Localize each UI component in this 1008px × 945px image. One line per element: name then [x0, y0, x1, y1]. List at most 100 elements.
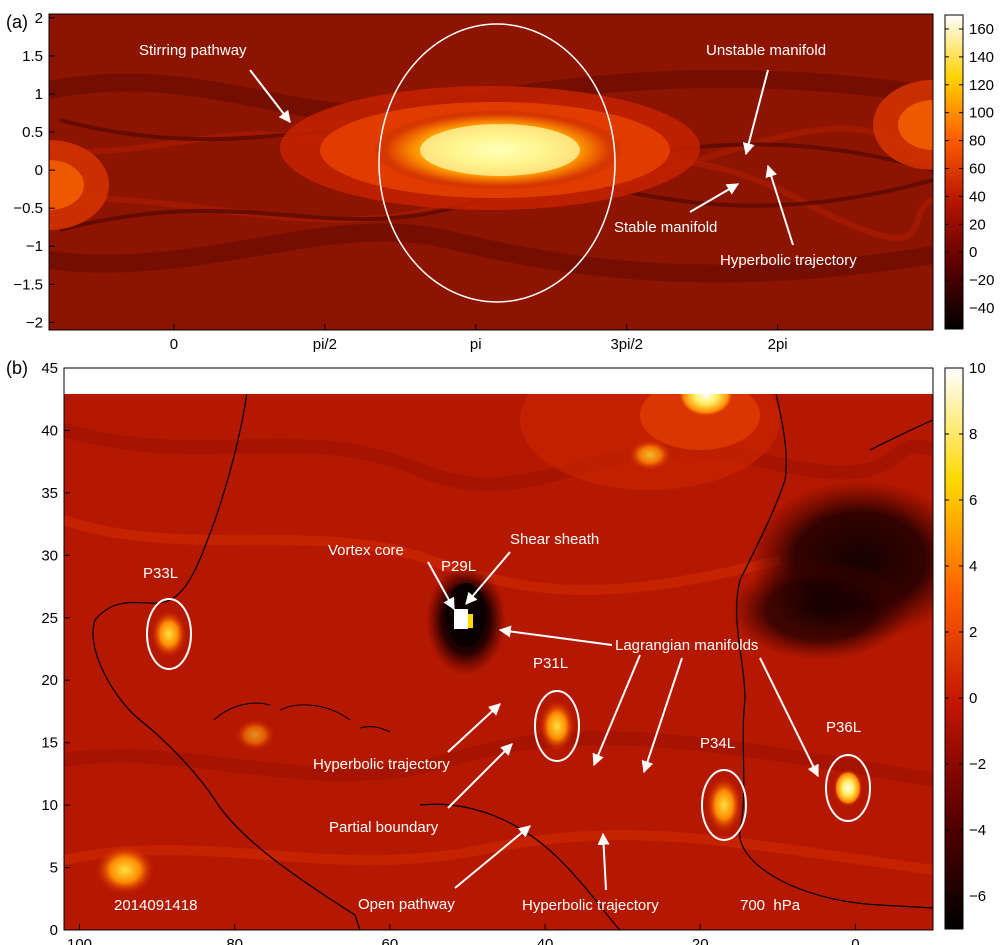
- panel-a-colorbar-tick-label: 100: [969, 105, 994, 122]
- anno-open-pathway: Open pathway: [358, 896, 455, 913]
- panel-b-x-tick-label: 100: [67, 936, 92, 945]
- panel-a-y-ticks: 2 1.5 1 0.5 0 −0.5 −1 −1.5 −2: [13, 10, 55, 331]
- anno-stirring-pathway: Stirring pathway: [139, 42, 247, 59]
- panel-a-y-tick-label: 1: [35, 86, 43, 103]
- panel-a-x-tick-label: 2pi: [768, 336, 788, 353]
- panel-b-x-ticks: 100 80 60 40 20 0: [67, 924, 860, 945]
- panel-b-y-tick-label: 10: [41, 797, 58, 814]
- panel-b-y-ticks: 45 40 35 30 25 20 15 10 5 0: [41, 360, 70, 939]
- arrow-lagrangian-4: [759, 657, 819, 778]
- panel-a-colorbar-ticks: 160 140 120 100 80 60 40 20 0 −20 −40: [945, 21, 994, 317]
- label-p33l: P33L: [143, 565, 178, 582]
- anno-stable-manifold: Stable manifold: [614, 219, 717, 236]
- panel-a-colorbar-tick-label: 0: [969, 244, 977, 261]
- panel-a-x-ticks: 0 pi/2 pi 3pi/2 2pi: [170, 324, 788, 353]
- panel-a-y-tick-label: 1.5: [22, 48, 43, 65]
- panel-b-colorbar-tick-label: 10: [969, 360, 986, 377]
- arrow-open-pathway: [454, 825, 531, 889]
- arrow-stable-manifold: [689, 183, 740, 213]
- arrow-lagrangian-1: [498, 625, 613, 646]
- panel-a-colorbar-tick-label: 140: [969, 49, 994, 66]
- panel-b-feature-ellipses: [146, 598, 871, 841]
- panel-b-x-tick-label: 0: [851, 936, 859, 945]
- panel-a-annotations: Stirring pathway Unstable manifold Stabl…: [139, 42, 857, 269]
- anno-hyperbolic-trajectory-b1: Hyperbolic trajectory: [313, 756, 450, 773]
- panel-b-y-tick-label: 15: [41, 735, 58, 752]
- panel-a-y-tick-label: −1.5: [13, 276, 43, 293]
- panel-a-x-tick-label: 0: [170, 336, 178, 353]
- arrow-vortex-core: [427, 561, 455, 611]
- panel-b-y-tick-label: 20: [41, 672, 58, 689]
- arrow-stirring-pathway: [249, 69, 291, 123]
- label-p34l: P34L: [700, 735, 735, 752]
- panel-a-colorbar-tick-label: 160: [969, 21, 994, 38]
- panel-b-x-tick-label: 60: [382, 936, 399, 945]
- panel-b-letter: (b): [6, 358, 28, 378]
- anno-hyperbolic-trajectory-b2: Hyperbolic trajectory: [522, 897, 659, 914]
- anno-unstable-manifold: Unstable manifold: [706, 42, 826, 59]
- panel-a-y-tick-label: 0.5: [22, 124, 43, 141]
- panel-a-colorbar-tick-label: 60: [969, 161, 986, 178]
- arrow-hyperbolic-b1: [447, 703, 501, 753]
- panel-b-annotations: Vortex core Shear sheath Lagrangian mani…: [114, 531, 819, 914]
- panel-b-colorbar-tick-label: 0: [969, 690, 977, 707]
- panel-b-colorbar-ticks: 10 8 6 4 2 0 −2 −4 −6: [945, 360, 986, 905]
- anno-shear-sheath: Shear sheath: [510, 531, 599, 548]
- panel-b-x-tick-label: 80: [226, 936, 243, 945]
- ellipse-p36l: [825, 754, 871, 822]
- panel-b-y-tick-label: 25: [41, 610, 58, 627]
- arrow-hyperbolic-b2: [597, 832, 610, 891]
- panel-b-y-tick-label: 45: [41, 360, 58, 377]
- panel-a-frame: [48, 13, 934, 331]
- panel-b-colorbar-tick-label: −2: [969, 756, 986, 773]
- arrow-lagrangian-2: [592, 654, 641, 767]
- panel-a-letter: (a): [6, 12, 28, 32]
- panel-a-x-tick-label: 3pi/2: [610, 336, 643, 353]
- panel-a-y-tick-label: −1: [26, 238, 43, 255]
- panel-b-colorbar-tick-label: 6: [969, 492, 977, 509]
- ellipse-p33l: [146, 598, 192, 670]
- label-p29l: P29L: [441, 558, 476, 575]
- panel-a-x-tick-label: pi: [470, 336, 482, 353]
- panel-b-x-tick-label: 40: [537, 936, 554, 945]
- arrow-hyperbolic-trajectory-a: [765, 164, 794, 246]
- panel-a-colorbar-tick-label: 120: [969, 77, 994, 94]
- anno-partial-boundary: Partial boundary: [329, 819, 439, 836]
- panel-b-colorbar-tick-label: 4: [969, 558, 977, 575]
- label-p31l: P31L: [533, 655, 568, 672]
- arrow-partial-boundary: [447, 743, 513, 809]
- panel-a-colorbar-tick-label: 20: [969, 216, 986, 233]
- pressure-level: 700 hPa: [740, 897, 801, 914]
- panel-a-y-tick-label: −2: [26, 314, 43, 331]
- panel-b-colorbar-tick-label: 8: [969, 426, 977, 443]
- date-stamp: 2014091418: [114, 897, 197, 914]
- panel-a-colorbar-tick-label: 40: [969, 188, 986, 205]
- arrow-unstable-manifold: [742, 69, 769, 156]
- panel-b-y-tick-label: 40: [41, 422, 58, 439]
- panel-b-colorbar-tick-label: 2: [969, 624, 977, 641]
- panel-b-heatmap: [64, 394, 933, 930]
- panel-a-colorbar-tick-label: 80: [969, 133, 986, 150]
- ellipse-p34l: [701, 769, 747, 841]
- panel-a-y-tick-label: −0.5: [13, 200, 43, 217]
- panel-a-y-tick-label: 0: [35, 162, 43, 179]
- panel-b-colorbar: [944, 367, 964, 930]
- anno-lagrangian-manifolds: Lagrangian manifolds: [615, 637, 758, 654]
- panel-b-y-tick-label: 5: [50, 860, 58, 877]
- panel-b-frame: [63, 367, 934, 931]
- anno-vortex-core: Vortex core: [328, 542, 404, 559]
- panel-b-colorbar-tick-label: −6: [969, 888, 986, 905]
- panel-b-feature-labels: P33L P29L P31L P34L P36L: [143, 558, 861, 752]
- panel-b-x-tick-label: 20: [692, 936, 709, 945]
- anno-hyperbolic-trajectory-a: Hyperbolic trajectory: [720, 252, 857, 269]
- panel-a-colorbar-tick-label: −40: [969, 300, 994, 317]
- panel-b-y-tick-label: 35: [41, 485, 58, 502]
- label-p36l: P36L: [826, 719, 861, 736]
- panel-a-y-tick-label: 2: [35, 10, 43, 27]
- arrow-lagrangian-3: [641, 657, 683, 774]
- panel-a-white-ellipse: [378, 23, 616, 303]
- panel-a-colorbar-tick-label: −20: [969, 272, 994, 289]
- arrow-shear-sheath: [465, 551, 511, 605]
- panel-b-y-tick-label: 30: [41, 547, 58, 564]
